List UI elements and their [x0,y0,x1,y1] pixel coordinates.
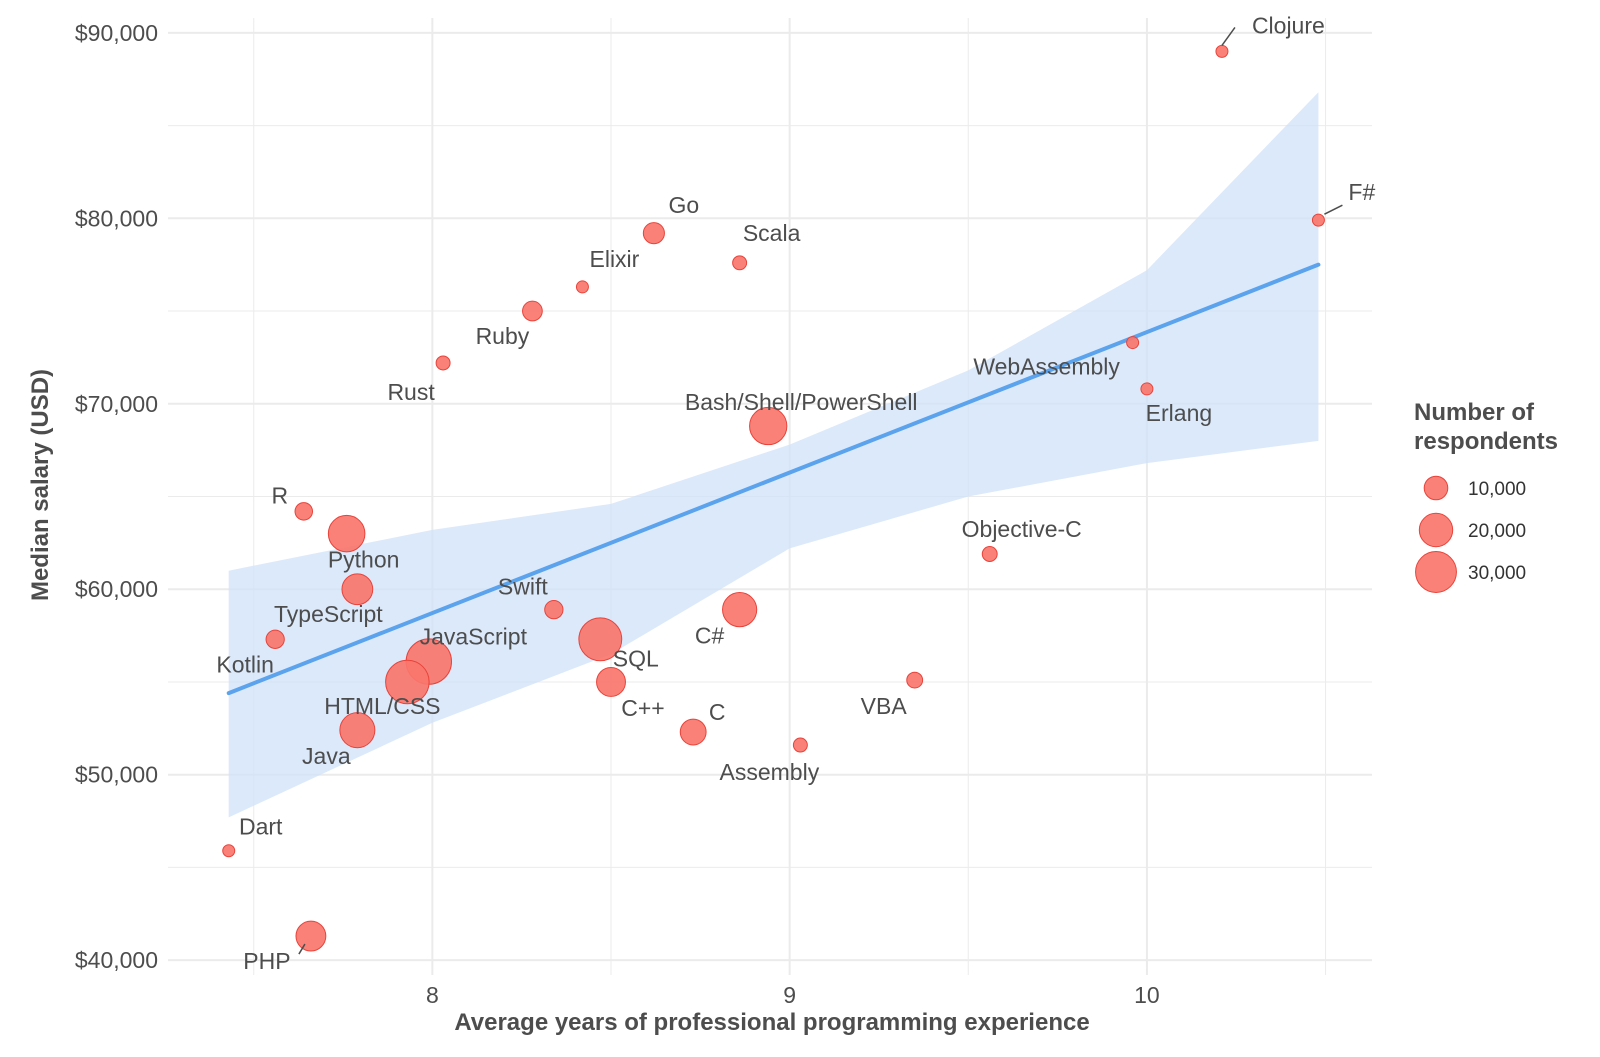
label-elixir: Elixir [590,246,640,272]
label-javascript: JavaScript [420,623,528,649]
legend-label: 30,000 [1468,563,1526,584]
label-c: C++ [621,695,664,721]
label-objective-c: Objective-C [962,516,1082,542]
point-python [327,514,366,553]
y-tick-label: $80,000 [75,205,158,231]
label-python: Python [328,547,400,573]
label-r: R [271,482,288,508]
leader-f [1324,204,1343,215]
point-html-css [385,659,430,705]
trend-line-layer [226,262,1321,696]
point-kotlin [265,629,285,649]
y-tick-label: $90,000 [75,20,158,46]
label-java: Java [302,743,351,769]
label-c: C# [695,623,725,649]
point-assembly [792,737,808,753]
point-swift [544,599,564,620]
trend-line [226,262,1321,696]
point-bash-shell-powershell [749,406,788,446]
label-rust: Rust [387,379,435,405]
point-scala [732,255,748,271]
confidence-band [228,92,1319,818]
point-dart [222,844,236,858]
legend-title-line2: respondents [1414,428,1558,455]
point-go [642,222,665,245]
legend-key [1415,551,1457,593]
axes-layer: $40,000 $50,000 $60,000 $70,000 $80,000 $90,0… [75,20,1160,1008]
label-go: Go [669,192,700,218]
label-html-css: HTML/CSS [324,693,440,719]
label-vba: VBA [861,693,908,719]
legend-key [1423,475,1449,501]
label-typescript: TypeScript [274,601,383,627]
x-tick-label: 10 [1134,982,1160,1008]
label-ruby: Ruby [476,323,530,349]
label-webassembly: WebAssembly [973,354,1120,380]
label-bash-shell-powershell: Bash/Shell/PowerShell [685,389,918,415]
label-sql: SQL [613,646,659,672]
point-clojure [1215,44,1229,58]
points-layer [222,44,1325,952]
label-c: C [709,699,726,725]
point-elixir [575,280,589,294]
label-clojure: Clojure [1252,12,1325,38]
point-c [679,718,707,746]
label-erlang: Erlang [1146,400,1212,426]
point-php [295,920,327,952]
x-tick-label: 9 [783,982,796,1008]
y-tick-label: $40,000 [75,947,158,973]
legend-key [1418,512,1454,548]
point-javascript [578,617,623,662]
point-typescript [341,573,374,606]
point-f [1311,213,1325,227]
point-ruby [522,300,543,322]
y-tick-label: $60,000 [75,576,158,602]
point-erlang [1140,382,1154,396]
legend-label: 10,000 [1468,479,1526,500]
label-swift: Swift [498,574,548,600]
legend: Number of respondents 10,000 20,000 30,000 [1414,399,1558,593]
point-labels-layer: Clojure F# Go Scala Elixir Ruby Rust WebAssembl… [216,12,1375,974]
leader-clojure [1221,26,1236,46]
y-axis-title: Median salary (USD) [27,369,54,601]
point-r [294,502,314,521]
y-tick-label: $50,000 [75,762,158,788]
leader-php [298,943,306,955]
label-f: F# [1348,179,1375,205]
label-assembly: Assembly [720,759,820,785]
legend-title-line1: Number of [1414,399,1535,426]
legend-label: 20,000 [1468,521,1526,542]
label-php: PHP [243,948,290,974]
point-rust [435,355,451,371]
label-scala: Scala [743,220,801,246]
x-axis-title: Average years of professional programmin… [454,1009,1089,1036]
grid [168,18,1372,975]
y-tick-label: $70,000 [75,391,158,417]
point-java [339,712,376,749]
confidence-band-layer [228,92,1319,818]
point-c [722,592,758,628]
label-dart: Dart [239,814,283,840]
x-tick-label: 8 [426,982,439,1008]
label-kotlin: Kotlin [216,651,274,677]
point-webassembly [1126,336,1140,350]
point-c [596,667,626,697]
point-objective-c [981,546,998,562]
point-vba [906,671,924,689]
